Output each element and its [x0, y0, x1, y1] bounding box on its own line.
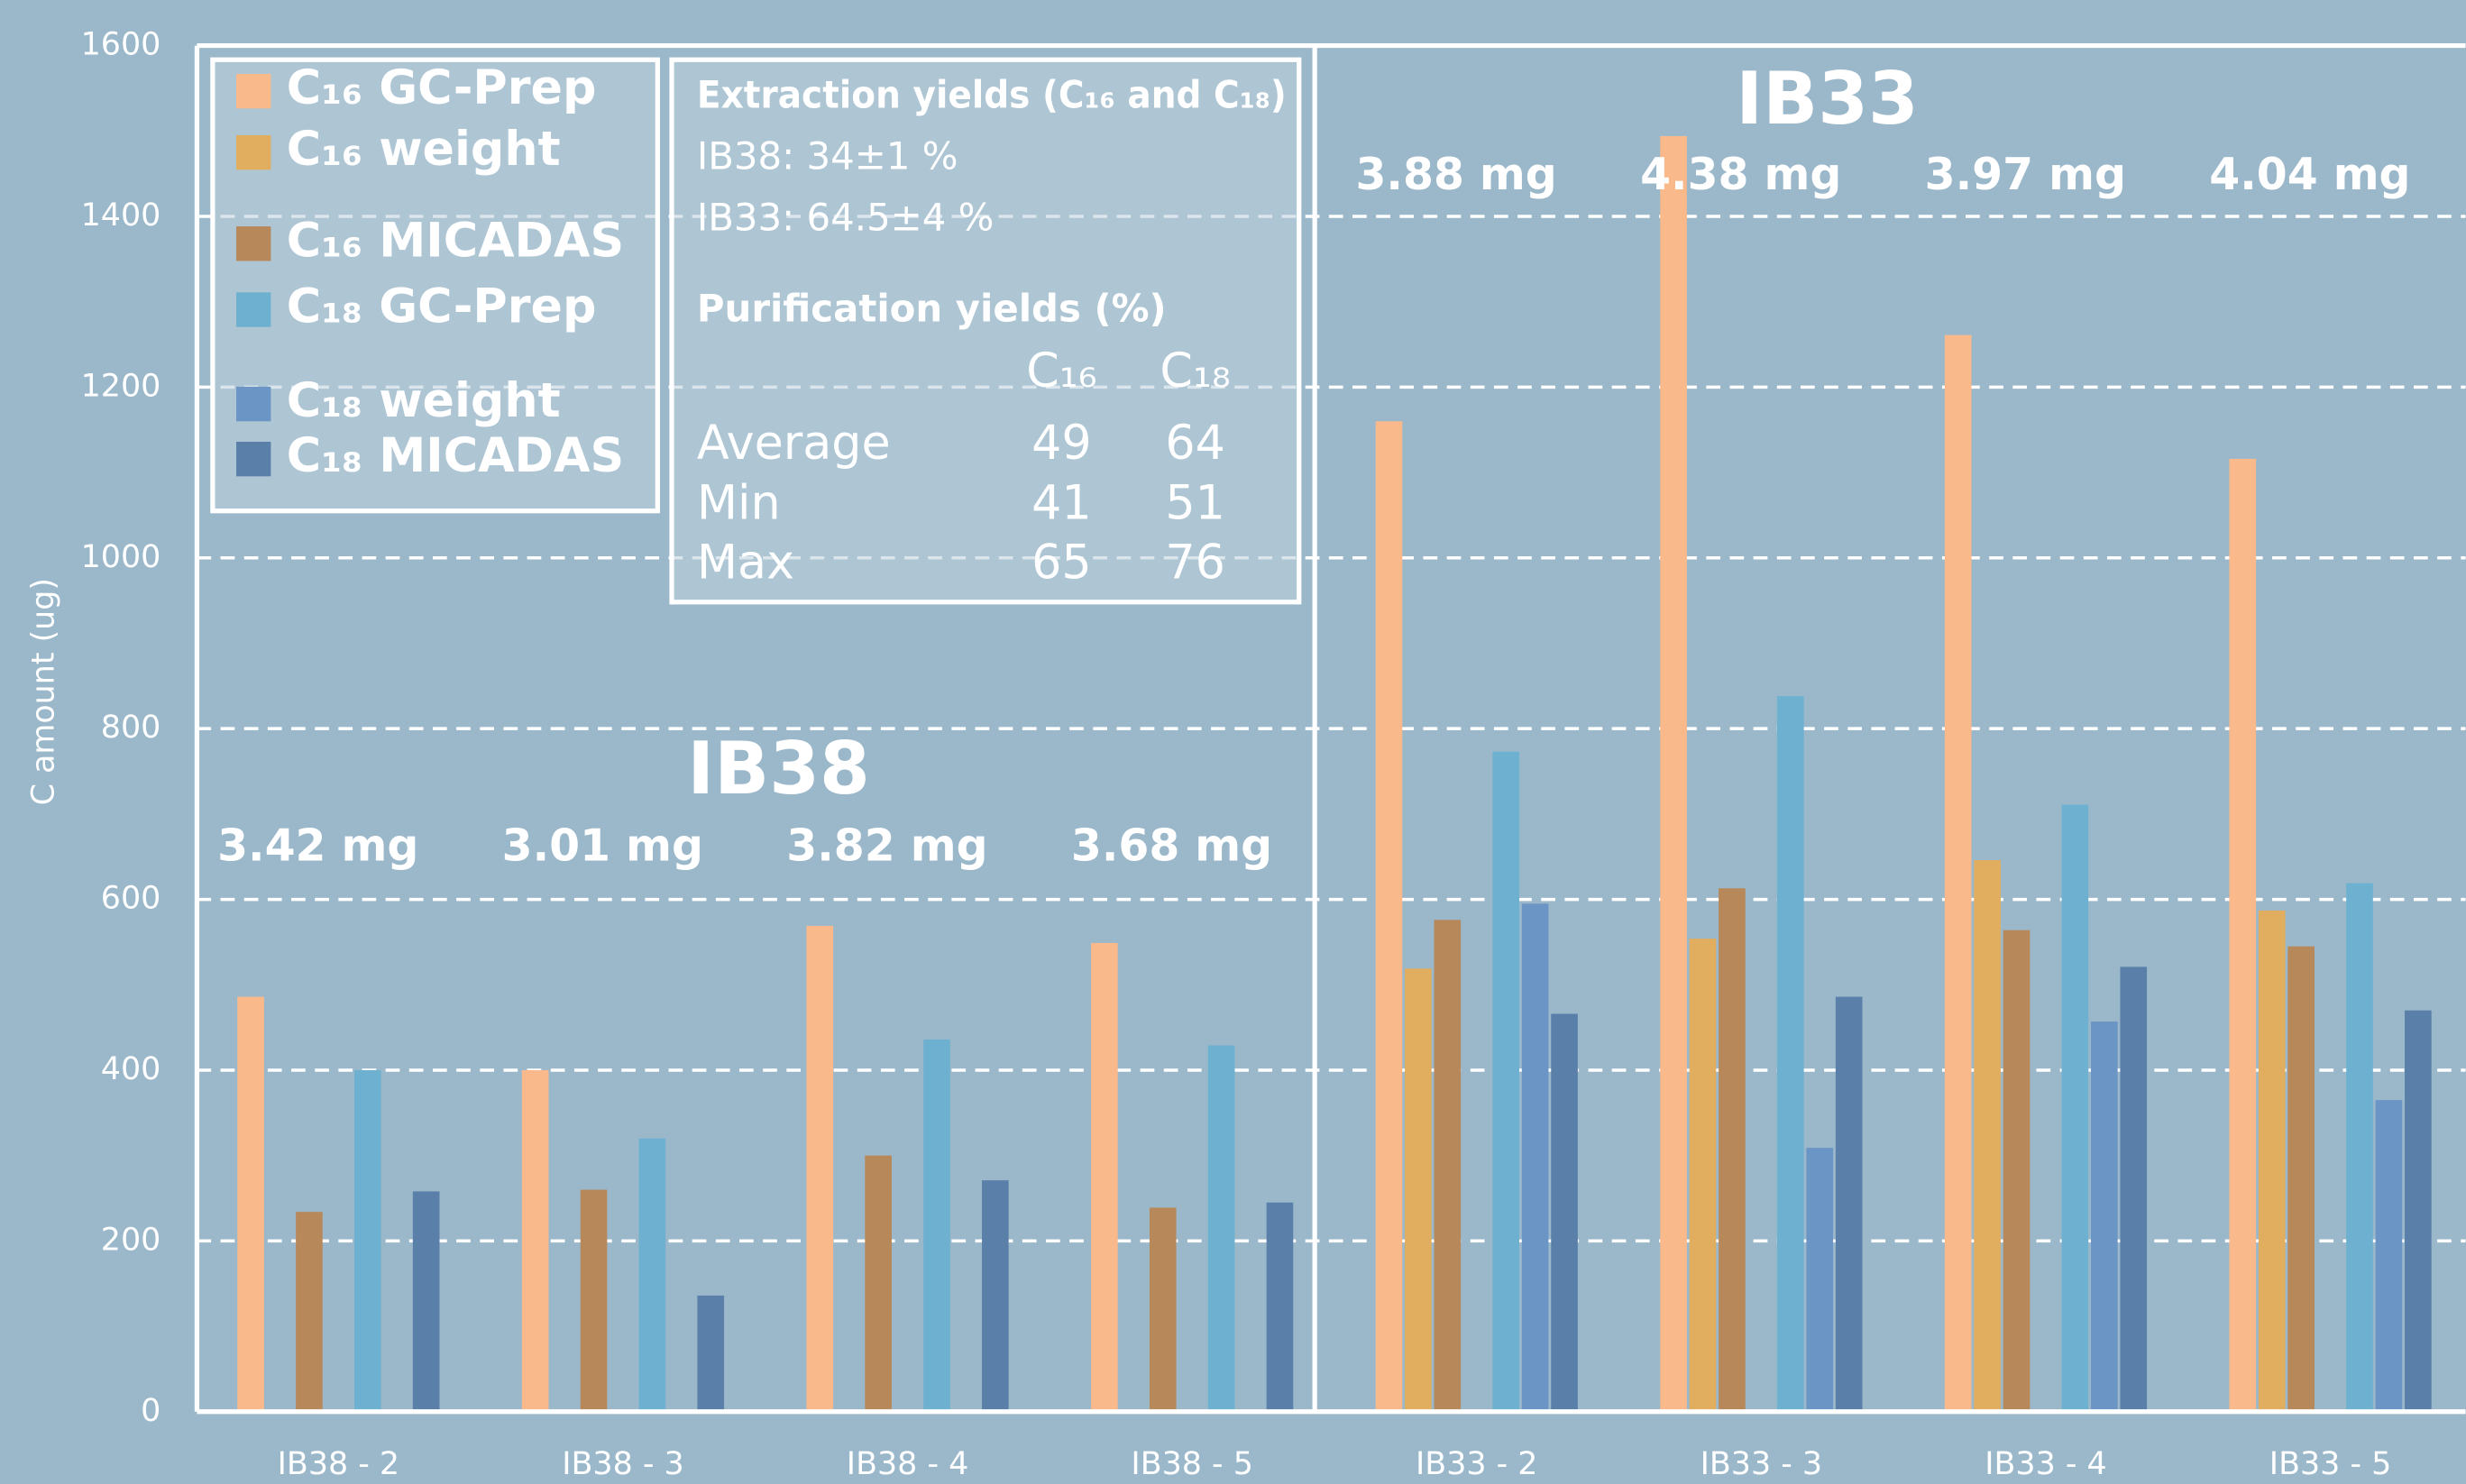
bar [1944, 334, 1972, 1412]
sample-mass: 3.42 mg [217, 820, 418, 872]
sample-mass: 3.88 mg [1355, 149, 1556, 200]
legend-box [210, 57, 660, 514]
bar [638, 1138, 666, 1412]
sample-mass: 3.97 mg [1925, 149, 2126, 200]
sample-mass: 3.01 mg [502, 820, 703, 872]
legend-label: C₁₆ weight [287, 122, 561, 177]
sample-mass: 3.82 mg [786, 820, 987, 872]
table-cell: Average [697, 416, 891, 471]
bar [1776, 696, 1804, 1412]
bar [1434, 920, 1462, 1412]
bar [1835, 996, 1863, 1412]
bar [923, 1039, 950, 1412]
bar [2229, 458, 2257, 1412]
x-tick-label: IB38 - 4 [847, 1446, 968, 1482]
table-header: C₁₆ [1026, 344, 1096, 398]
group-label: IB33 [1736, 57, 1919, 141]
bar [865, 1155, 892, 1412]
bar [2061, 804, 2089, 1412]
bar [1660, 135, 1687, 1412]
x-tick-label: IB38 - 3 [562, 1446, 683, 1482]
bar [1492, 751, 1520, 1412]
sample-mass: 3.68 mg [1071, 820, 1272, 872]
info-line: IB38: 34±1 % [697, 134, 958, 179]
x-tick-label: IB33 - 2 [1416, 1446, 1537, 1482]
y-tick-label: 200 [101, 1222, 161, 1258]
legend-label: C₁₈ MICADAS [287, 428, 624, 483]
legend-swatch [236, 134, 271, 170]
bar [1207, 1045, 1235, 1412]
legend-label: C₁₆ MICADAS [287, 213, 624, 268]
sample-mass: 4.04 mg [2209, 149, 2410, 200]
legend-label: C₁₆ GC-Prep [287, 60, 597, 115]
bar [1551, 1013, 1578, 1412]
y-tick-label: 1000 [81, 539, 161, 575]
table-header: C₁₈ [1160, 344, 1230, 398]
bar [521, 1069, 549, 1412]
table-cell: Min [697, 475, 781, 530]
info-box [669, 57, 1302, 605]
legend-swatch [236, 441, 271, 477]
bar [2120, 966, 2148, 1412]
bar [296, 1212, 323, 1412]
bar [1806, 1148, 1834, 1412]
legend-label: C₁₈ weight [287, 373, 561, 428]
bar [237, 996, 264, 1412]
table-cell: 41 [1031, 475, 1092, 530]
x-tick-label: IB33 - 3 [1701, 1446, 1822, 1482]
y-axis-label: C amount (ug) [25, 578, 61, 805]
sample-mass: 4.38 mg [1640, 149, 1841, 200]
info-line: IB33: 64.5±4 % [697, 196, 994, 240]
bar [412, 1191, 440, 1412]
bar [2346, 883, 2373, 1412]
y-tick-label: 800 [101, 710, 161, 746]
bar [2091, 1021, 2118, 1412]
y-tick-label: 600 [101, 881, 161, 917]
legend-swatch [236, 292, 271, 327]
y-tick-label: 400 [101, 1051, 161, 1087]
bar [580, 1189, 608, 1412]
legend-label: C₁₈ GC-Prep [287, 279, 597, 334]
bar [1521, 903, 1549, 1412]
group-label: IB38 [687, 727, 870, 811]
bar [1405, 968, 1432, 1412]
bar [1974, 860, 2001, 1412]
y-tick-label: 0 [141, 1393, 160, 1429]
bar [2375, 1100, 2403, 1412]
legend-swatch [236, 73, 271, 109]
bar [982, 1180, 1009, 1412]
table-cell: Max [697, 536, 794, 591]
x-tick-label: IB33 - 4 [1985, 1446, 2106, 1482]
bar [2258, 910, 2286, 1412]
y-tick-label: 1600 [81, 27, 161, 63]
bar [1266, 1202, 1294, 1412]
table-cell: 76 [1165, 536, 1225, 591]
bar [1091, 942, 1118, 1412]
bar [806, 925, 834, 1412]
info-title: Extraction yields (C₁₆ and C₁₈) [697, 73, 1287, 117]
bar [2287, 946, 2315, 1412]
table-cell: 49 [1031, 416, 1092, 471]
x-tick-label: IB33 - 5 [2269, 1446, 2391, 1482]
info-title: Purification yields (%) [697, 287, 1167, 331]
bar [353, 1069, 381, 1412]
bar [2003, 930, 2031, 1412]
bar [1719, 888, 1746, 1412]
bar [1149, 1207, 1177, 1412]
table-cell: 51 [1165, 475, 1225, 530]
x-tick-label: IB38 - 5 [1131, 1446, 1252, 1482]
y-tick-label: 1400 [81, 197, 161, 234]
bar [1689, 939, 1717, 1412]
table-cell: 65 [1031, 536, 1092, 591]
bar [1375, 421, 1403, 1412]
table-cell: 64 [1165, 416, 1225, 471]
y-tick-label: 1200 [81, 368, 161, 404]
legend-swatch [236, 226, 271, 261]
x-tick-label: IB38 - 2 [278, 1446, 399, 1482]
bar [697, 1295, 725, 1412]
legend-swatch [236, 386, 271, 422]
bar [2405, 1010, 2432, 1412]
